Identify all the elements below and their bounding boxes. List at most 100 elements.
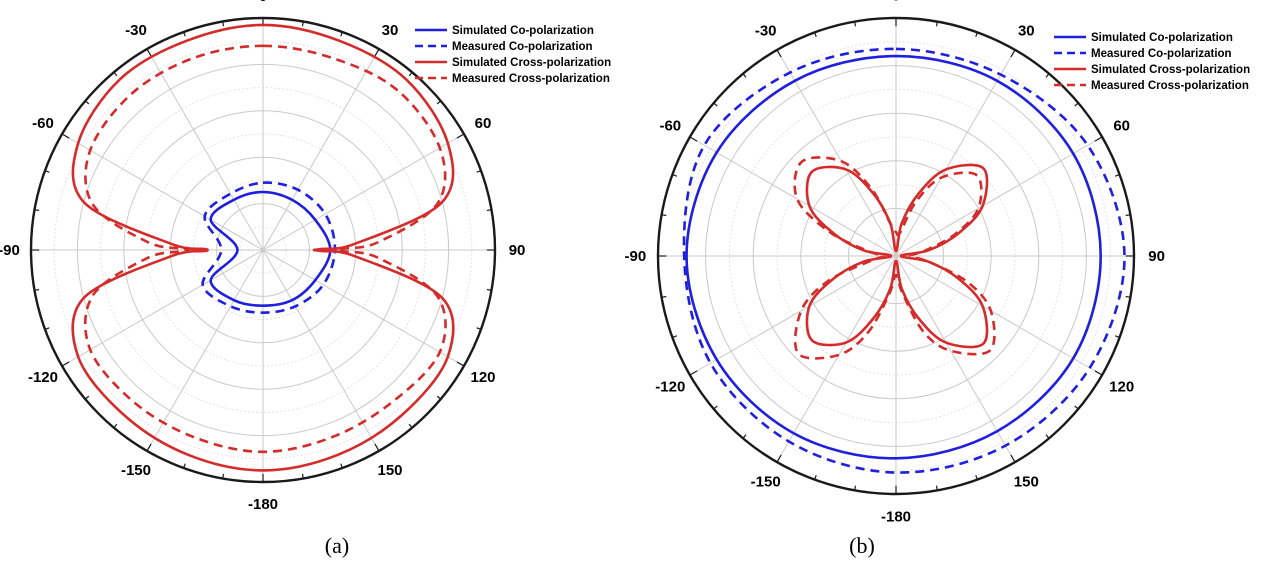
rim-tick: [935, 485, 938, 491]
rim-tick: [113, 71, 118, 77]
angle-tick-label: 150: [378, 462, 403, 479]
rim-tick: [713, 405, 718, 410]
rim-tick: [1094, 136, 1103, 142]
rim-tick: [374, 48, 380, 57]
legend-label: Simulated Cross-polarization: [452, 57, 611, 69]
rim-tick: [486, 288, 492, 291]
rim-tick: [776, 49, 782, 58]
angle-tick-label: 30: [1018, 22, 1035, 39]
rim-tick: [742, 434, 747, 439]
series-line-measured-co-polarization: [201, 181, 337, 314]
angle-tick-label: 30: [382, 22, 399, 39]
series-line-simulated-cross-polarization: [71, 23, 455, 472]
grid-spoke: [262, 249, 380, 452]
legend-label: Measured Co-polarization: [452, 41, 593, 53]
legend-label: Measured Co-polarization: [1091, 48, 1232, 60]
radial-grid: [30, 17, 496, 483]
rim-tick: [1010, 49, 1016, 58]
rim-tick: [689, 370, 698, 376]
rim-tick: [854, 21, 857, 27]
rim-tick: [34, 209, 40, 212]
rim-tick: [814, 474, 817, 480]
rim-tick: [44, 170, 50, 173]
rim-tick: [408, 423, 413, 429]
legend: Simulated Co-polarization Measured Co-pol…: [1054, 32, 1250, 92]
rim-tick: [689, 136, 698, 142]
grid-spoke: [146, 249, 264, 452]
rim-tick: [672, 174, 678, 177]
series-line-measured-cross-polarization: [793, 156, 996, 360]
rim-tick: [456, 361, 465, 367]
grid-spoke: [895, 49, 1016, 257]
angle-tick-label: -30: [125, 22, 147, 39]
grid-spoke: [689, 136, 897, 257]
panel-caption-a: (a): [325, 533, 349, 558]
grid-spoke: [262, 133, 465, 251]
series-line-simulated-cross-polarization: [805, 163, 989, 349]
angle-tick-label: -90: [625, 248, 647, 265]
series-line-simulated-co-polarization: [685, 54, 1102, 460]
rim-tick: [84, 100, 90, 105]
rim-tick: [776, 454, 782, 463]
legend: Simulated Co-polarization Measured Co-pol…: [415, 25, 611, 85]
grid-spoke: [776, 255, 897, 463]
rim-tick: [183, 463, 186, 469]
rim-tick: [340, 463, 343, 469]
rim-tick: [146, 443, 152, 452]
grid-spoke: [895, 255, 1016, 463]
angle-tick-label: -120: [28, 369, 58, 386]
grid-spoke: [146, 48, 264, 251]
rim-tick: [1074, 102, 1079, 107]
rim-tick: [61, 133, 70, 139]
angle-tick-label: 150: [1014, 474, 1039, 491]
rim-tick: [222, 473, 225, 479]
angle-tick-label: -180: [248, 496, 278, 513]
rim-tick: [661, 214, 667, 217]
rim-tick: [374, 443, 380, 452]
rim-tick: [1125, 295, 1131, 298]
series-group: [682, 47, 1126, 474]
rim-tick: [1114, 174, 1120, 177]
rim-tick: [713, 102, 718, 107]
angle-tick-label: -60: [659, 118, 681, 135]
angle-tick-label: 90: [1148, 248, 1165, 265]
rim-tick: [456, 133, 465, 139]
rim-tick: [113, 423, 118, 429]
grid-spoke: [776, 49, 897, 257]
rim-tick: [408, 71, 413, 77]
rim-tick: [301, 473, 304, 479]
rim-tick: [854, 485, 857, 491]
angle-tick-label: 90: [509, 242, 526, 259]
rim-tick: [1114, 335, 1120, 338]
rim-tick: [814, 32, 817, 38]
angle-tick-label: -90: [0, 242, 20, 259]
legend-label: Simulated Cross-polarization: [1091, 64, 1250, 76]
grid-spoke: [61, 249, 264, 367]
angle-tick-label: -120: [655, 378, 685, 395]
rim-tick: [975, 474, 978, 480]
angle-tick-labels: 0 30 60 90 120 150 -180 -150 -120 -90 -60 -30: [625, 0, 1165, 526]
legend-label: Simulated Co-polarization: [1091, 32, 1233, 44]
grid-spoke: [895, 255, 1103, 376]
polar-chart-b: 0 30 60 90 120 150 -180 -150 -120 -90 -60 -30 Simula…: [625, 0, 1251, 558]
rim-tick: [436, 395, 442, 400]
legend-label: Measured Cross-polarization: [1091, 80, 1249, 92]
rim-tick: [222, 21, 225, 27]
rim-tick: [672, 335, 678, 338]
angle-tick-label: 0: [259, 0, 267, 5]
angle-tick-label: 0: [892, 0, 900, 4]
angle-tick-label: -150: [121, 462, 151, 479]
series-line-simulated-co-polarization: [209, 190, 332, 307]
rim-tick: [476, 327, 482, 330]
angle-tick-label: -180: [881, 509, 911, 526]
rim-tick: [84, 395, 90, 400]
rim-tick: [1074, 405, 1079, 410]
rim-tick: [44, 327, 50, 330]
angle-tick-label: 60: [1113, 118, 1130, 135]
grid-spoke: [689, 255, 897, 376]
rim-tick: [742, 73, 747, 78]
rim-tick: [340, 31, 343, 37]
radial-grid: [657, 17, 1135, 495]
rim-tick: [1045, 434, 1050, 439]
